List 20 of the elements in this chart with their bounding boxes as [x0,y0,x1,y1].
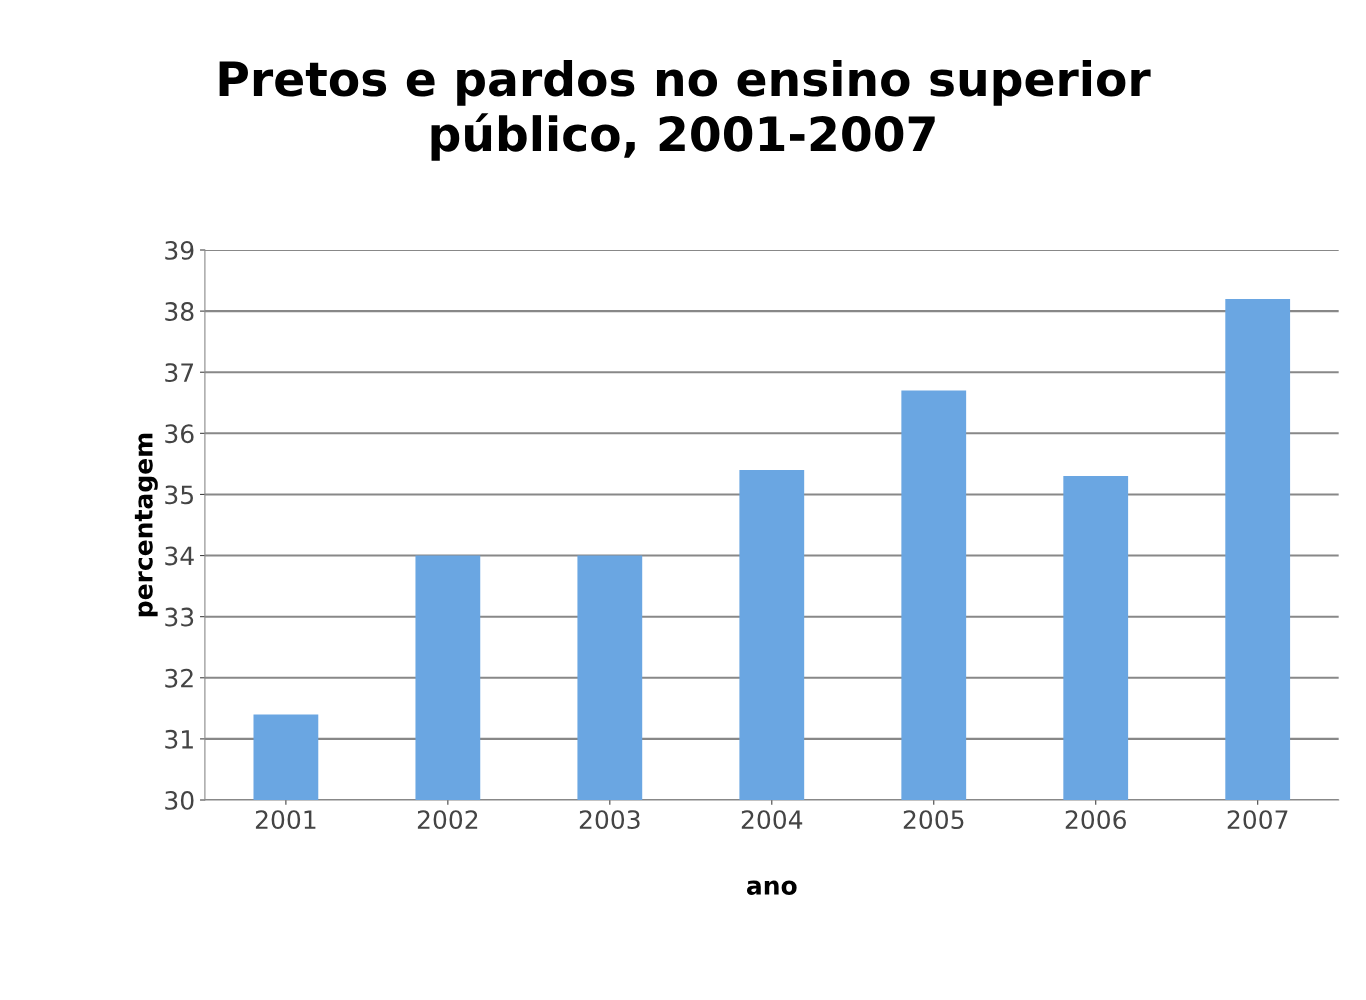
x-tick-label: 2001 [255,810,316,830]
x-tick-label: 2005 [903,810,964,830]
y-tick-label: 37 [165,363,194,383]
y-tick-label: 30 [165,790,194,810]
x-tick-label: 2006 [1065,810,1126,830]
y-axis-title: percentagem [134,433,158,617]
y-tick-label: 33 [165,607,194,627]
y-tick-label: 31 [165,729,193,749]
x-tick-label: 2004 [741,810,803,830]
y-tick-label: 39 [165,240,194,260]
y-tick-label: 35 [165,485,193,505]
x-tick-label: 2003 [579,810,640,830]
y-tick-label: 36 [165,424,194,444]
y-tick-label: 32 [165,668,193,688]
x-tick-label: 2002 [417,810,478,830]
x-tick-label: 2007 [1227,810,1288,830]
chart-title: Pretos e pardos no ensino superior público, 2001-2007 [219,60,1151,161]
y-tick-label: 38 [165,302,194,321]
x-axis-title: ano [746,880,797,895]
y-tick-label: 34 [165,546,194,566]
